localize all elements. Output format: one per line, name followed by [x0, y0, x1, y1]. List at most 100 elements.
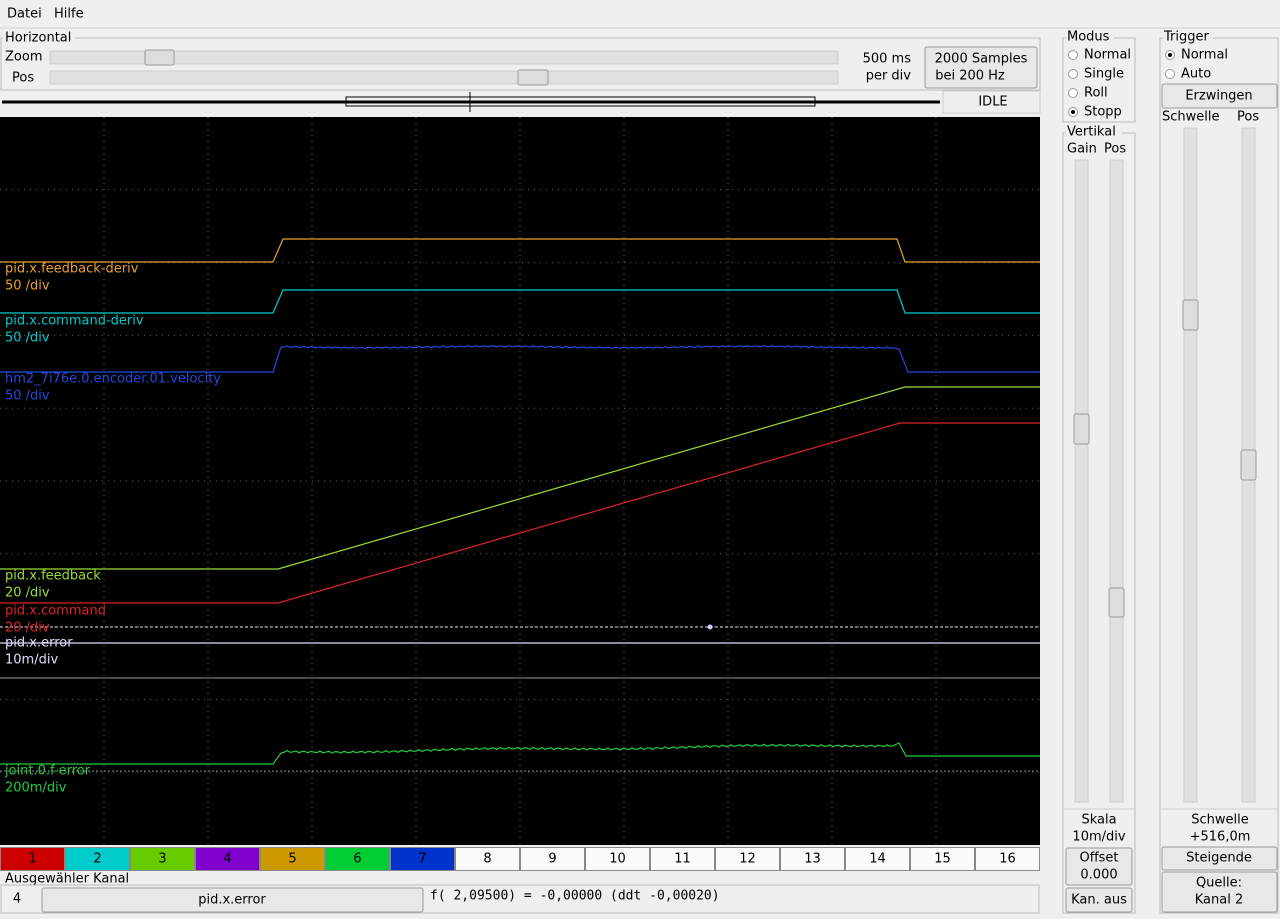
gain-slider[interactable]	[1074, 159, 1089, 803]
channel-label: 8	[483, 852, 491, 867]
channel-button[interactable]	[260, 847, 325, 871]
frame-title: Vertikal	[1067, 125, 1116, 140]
button-label: Kan. aus	[1071, 893, 1127, 908]
label: Schwelle	[1191, 813, 1249, 828]
channel-number: 4	[13, 892, 21, 907]
menu-item[interactable]: Datei	[7, 7, 42, 22]
channel-button[interactable]	[780, 847, 845, 871]
force-button[interactable]	[1161, 83, 1278, 109]
channel-label: 12	[739, 852, 756, 867]
button-label: Offset	[1079, 851, 1118, 866]
trace-scale: 50 /div	[5, 331, 50, 346]
channel-label: 10	[609, 852, 626, 867]
channel-button[interactable]	[195, 847, 260, 871]
slider-handle[interactable]	[144, 49, 175, 66]
off-button[interactable]	[1065, 887, 1133, 913]
label: Pos	[1104, 142, 1126, 157]
pos-slider[interactable]	[49, 70, 839, 85]
marker	[707, 624, 713, 630]
button-label: Kanal 2	[1195, 893, 1243, 908]
samples-button[interactable]	[924, 46, 1038, 89]
radio-dot	[1168, 53, 1172, 57]
radio[interactable]	[1068, 50, 1078, 60]
offset-button[interactable]	[1065, 847, 1133, 886]
menu-item[interactable]: Hilfe	[54, 7, 84, 22]
radio-label: Stopp	[1084, 105, 1122, 120]
rate: 500 ms	[863, 52, 912, 67]
channel-button[interactable]	[130, 847, 195, 871]
channel-label: 9	[548, 852, 556, 867]
frame-title: Trigger	[1163, 30, 1209, 45]
channel-button[interactable]	[975, 847, 1040, 871]
channel-label: 1	[28, 852, 36, 867]
channel-label: 15	[934, 852, 951, 867]
channel-button[interactable]	[390, 847, 455, 871]
radio-label: Roll	[1084, 86, 1108, 101]
channel-button[interactable]	[650, 847, 715, 871]
channel-button[interactable]	[585, 847, 650, 871]
trace	[0, 742, 1040, 765]
readout: f( 2,09500) = -0,00000 (ddt -0,00020)	[430, 889, 720, 904]
trace-name: pid.x.command	[5, 604, 106, 619]
radio[interactable]	[1165, 69, 1175, 79]
value: +516,0m	[1190, 830, 1251, 845]
button-label: 0.000	[1080, 868, 1117, 883]
trace	[0, 289, 1040, 314]
zoom-slider[interactable]	[49, 50, 839, 65]
trace-name: joint.0.f-error	[4, 764, 91, 779]
channel-button[interactable]	[715, 847, 780, 871]
channel-label: 5	[288, 852, 296, 867]
slider-handle[interactable]	[1108, 587, 1125, 618]
slider-handle[interactable]	[1073, 413, 1090, 445]
frame-title: Ausgewähler Kanal	[5, 872, 129, 887]
trace-scale: 200m/div	[5, 781, 67, 796]
radio[interactable]	[1068, 69, 1078, 79]
channel-label: 13	[804, 852, 821, 867]
frame-title: Horizontal	[5, 31, 71, 46]
radio-dot	[1071, 110, 1075, 114]
label: Pos	[12, 71, 34, 86]
value: 10m/div	[1072, 830, 1125, 845]
menu-bar	[0, 0, 1280, 28]
source-button[interactable]	[1161, 871, 1278, 913]
trace-name: hm2_7i76e.0.encoder.01.velocity	[5, 372, 221, 387]
channel-button[interactable]	[325, 847, 390, 871]
label: Gain	[1067, 142, 1097, 157]
radio-label: Single	[1084, 67, 1124, 82]
status: IDLE	[978, 95, 1007, 110]
trace	[0, 238, 1040, 263]
button-label: Erzwingen	[1185, 89, 1252, 104]
button-label: Steigende	[1186, 851, 1252, 866]
trace-scale: 20 /div	[5, 621, 50, 636]
channel-button[interactable]	[65, 847, 130, 871]
channel-label: 16	[999, 852, 1016, 867]
channel-button[interactable]	[520, 847, 585, 871]
channel-button[interactable]	[41, 887, 424, 913]
label: Schwelle	[1162, 110, 1220, 125]
channel-button[interactable]	[910, 847, 975, 871]
channel-label: 14	[869, 852, 886, 867]
frame	[0, 37, 1041, 91]
trace	[0, 422, 1040, 604]
level-slider[interactable]	[1183, 127, 1198, 803]
edge-button[interactable]	[1161, 846, 1278, 871]
trace-scale: 50 /div	[5, 389, 50, 404]
button-label: Quelle:	[1196, 876, 1242, 891]
radio[interactable]	[1068, 88, 1078, 98]
slider-handle[interactable]	[1182, 299, 1199, 331]
channel-label: 2	[93, 852, 101, 867]
button-label: bei 200 Hz	[935, 69, 1005, 84]
channel-label: 3	[158, 852, 166, 867]
radio-label: Normal	[1084, 48, 1131, 63]
channel-button[interactable]	[0, 847, 65, 871]
channel-button[interactable]	[455, 847, 520, 871]
channel-button[interactable]	[845, 847, 910, 871]
label: Skala	[1081, 813, 1116, 828]
label: Zoom	[5, 50, 42, 65]
overview-window	[345, 96, 816, 107]
channel-label: 4	[223, 852, 231, 867]
slider-handle[interactable]	[1240, 449, 1257, 481]
slider-handle[interactable]	[517, 69, 549, 86]
pos-slider[interactable]	[1109, 159, 1124, 803]
